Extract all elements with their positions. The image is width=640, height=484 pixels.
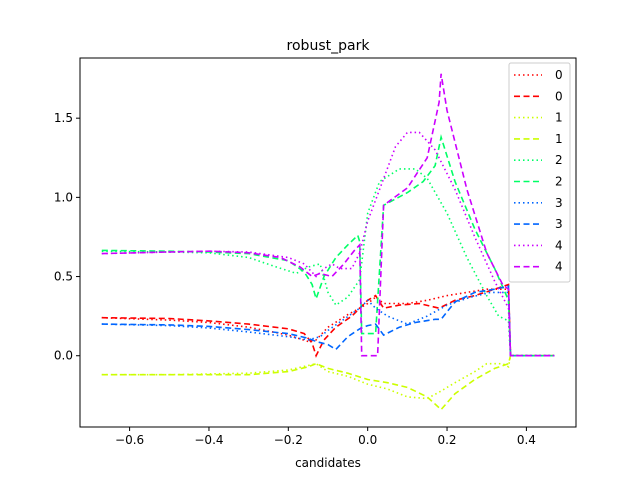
y-axis: 0.0 0.5 1.0 1.5 bbox=[54, 111, 80, 363]
x-axis-label: candidates bbox=[295, 456, 361, 470]
legend-label-4: 2 bbox=[555, 153, 563, 167]
series-line-4 bbox=[101, 168, 555, 357]
legend-label-0: 0 bbox=[555, 68, 563, 82]
series-line-9 bbox=[101, 73, 555, 357]
x-tick-label: −0.4 bbox=[194, 433, 223, 447]
x-axis: −0.6 −0.4 −0.2 0.0 0.2 0.4 bbox=[115, 427, 536, 447]
x-tick-label: −0.2 bbox=[274, 433, 303, 447]
legend-label-2: 1 bbox=[555, 111, 563, 125]
y-tick-label: 0.5 bbox=[54, 270, 73, 284]
legend-label-9: 4 bbox=[555, 260, 563, 274]
legend-label-1: 0 bbox=[555, 89, 563, 103]
x-tick-label: −0.6 bbox=[115, 433, 144, 447]
chart-title: robust_park bbox=[287, 38, 371, 54]
legend-label-6: 3 bbox=[555, 196, 563, 210]
legend-label-8: 4 bbox=[555, 238, 563, 252]
x-tick-label: 0.2 bbox=[437, 433, 456, 447]
legend-label-5: 2 bbox=[555, 175, 563, 189]
series-layer bbox=[101, 73, 555, 411]
series-line-8 bbox=[101, 131, 555, 357]
legend-label-7: 3 bbox=[555, 217, 563, 231]
legend-label-3: 1 bbox=[555, 132, 563, 146]
x-tick-label: 0.0 bbox=[358, 433, 377, 447]
plot-area-frame bbox=[79, 57, 577, 428]
series-line-6 bbox=[101, 291, 555, 357]
x-tick-label: 0.4 bbox=[517, 433, 536, 447]
series-line-3 bbox=[101, 354, 555, 411]
y-tick-label: 1.5 bbox=[54, 111, 73, 125]
legend: 0 0 1 1 2 2 3 3 4 4 bbox=[508, 62, 571, 283]
series-line-1 bbox=[101, 283, 555, 358]
y-tick-label: 0.0 bbox=[54, 349, 73, 363]
y-tick-label: 1.0 bbox=[54, 190, 73, 204]
